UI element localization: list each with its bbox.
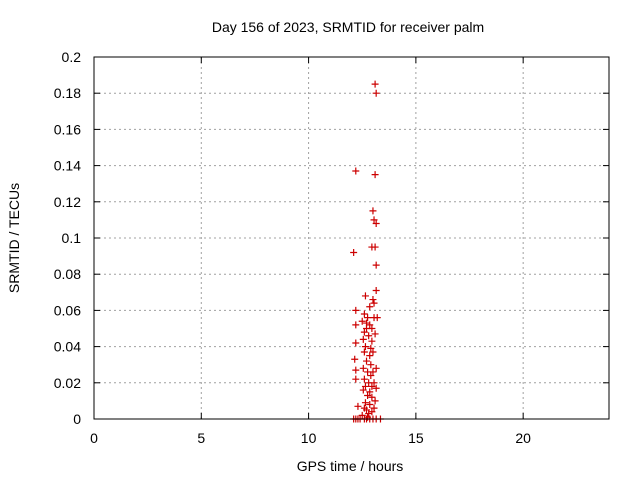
- y-tick-label: 0.04: [54, 339, 81, 355]
- data-point: [367, 344, 375, 352]
- data-point: [367, 361, 375, 369]
- data-point: [352, 375, 360, 383]
- data-point: [363, 406, 371, 414]
- y-tick-label: 0: [73, 411, 81, 427]
- data-point: [366, 388, 374, 396]
- data-point: [365, 410, 373, 418]
- data-point: [366, 321, 374, 329]
- data-point: [361, 399, 369, 407]
- data-point: [350, 248, 358, 256]
- data-point: [372, 89, 380, 97]
- data-point: [364, 391, 372, 399]
- axis-ticks: [93, 56, 609, 420]
- data-point: [358, 411, 366, 419]
- data-point: [370, 299, 378, 307]
- data-point: [360, 328, 368, 336]
- y-tick-label: 0.1: [62, 230, 82, 246]
- data-point: [370, 216, 378, 224]
- y-tick-label: 0.08: [54, 266, 81, 282]
- x-tick-label: 0: [90, 430, 98, 446]
- data-point: [358, 317, 366, 325]
- data-point: [372, 364, 380, 372]
- data-point: [352, 339, 360, 347]
- data-point: [372, 384, 380, 392]
- grid-lines: [94, 57, 609, 419]
- y-tick-label: 0.16: [54, 121, 81, 137]
- y-tick-label: 0.18: [54, 85, 81, 101]
- data-point: [365, 332, 373, 340]
- data-point: [367, 372, 375, 380]
- data-point: [372, 220, 380, 228]
- data-point: [359, 335, 367, 343]
- x-tick-label: 5: [197, 430, 205, 446]
- y-tick-label: 0.02: [54, 375, 81, 391]
- data-point: [370, 379, 378, 387]
- data-point: [368, 393, 376, 401]
- y-tick-label: 0.06: [54, 302, 81, 318]
- data-point: [372, 261, 380, 269]
- x-tick-label: 20: [515, 430, 531, 446]
- data-point: [352, 366, 360, 374]
- data-point: [363, 357, 371, 365]
- data-point: [366, 352, 374, 360]
- data-point: [371, 171, 379, 179]
- data-point: [370, 404, 378, 412]
- chart-title: Day 156 of 2023, SRMTID for receiver pal…: [212, 19, 484, 35]
- data-point: [371, 330, 379, 338]
- data-point: [372, 286, 380, 294]
- data-point: [368, 337, 376, 345]
- data-point: [360, 310, 368, 318]
- data-point: [369, 207, 377, 215]
- data-point: [369, 348, 377, 356]
- data-point: [352, 306, 360, 314]
- data-point: [371, 397, 379, 405]
- data-point: [361, 343, 369, 351]
- data-point: [352, 167, 360, 175]
- data-point: [352, 321, 360, 329]
- data-point: [371, 80, 379, 88]
- data-point: [359, 386, 367, 394]
- x-tick-label: 10: [301, 430, 317, 446]
- x-tick-label: 15: [408, 430, 424, 446]
- data-point: [359, 364, 367, 372]
- x-axis-label: GPS time / hours: [297, 458, 404, 474]
- data-point: [354, 402, 362, 410]
- plot-frame: [93, 56, 610, 420]
- y-tick-label: 0.14: [54, 158, 81, 174]
- data-point: [364, 314, 372, 322]
- data-point: [368, 382, 376, 390]
- data-points: [350, 80, 384, 423]
- data-point: [360, 348, 368, 356]
- tick-labels: 0 5 10 15 20 0 0.02 0.04 0.06 0.08 0.1 0.12 0.14 0.16…: [54, 49, 531, 446]
- data-point: [366, 401, 374, 409]
- data-point: [360, 375, 368, 383]
- data-point: [371, 243, 379, 251]
- data-point: [361, 382, 369, 390]
- data-point: [368, 325, 376, 332]
- y-tick-label: 0.2: [62, 49, 82, 65]
- data-point: [369, 368, 377, 376]
- data-point: [366, 303, 374, 311]
- data-point: [361, 292, 369, 300]
- y-axis-label: SRMTID / TECUs: [6, 183, 22, 293]
- data-point: [369, 296, 377, 304]
- data-point: [351, 355, 359, 363]
- y-tick-label: 0.12: [54, 194, 81, 210]
- data-point: [373, 314, 381, 322]
